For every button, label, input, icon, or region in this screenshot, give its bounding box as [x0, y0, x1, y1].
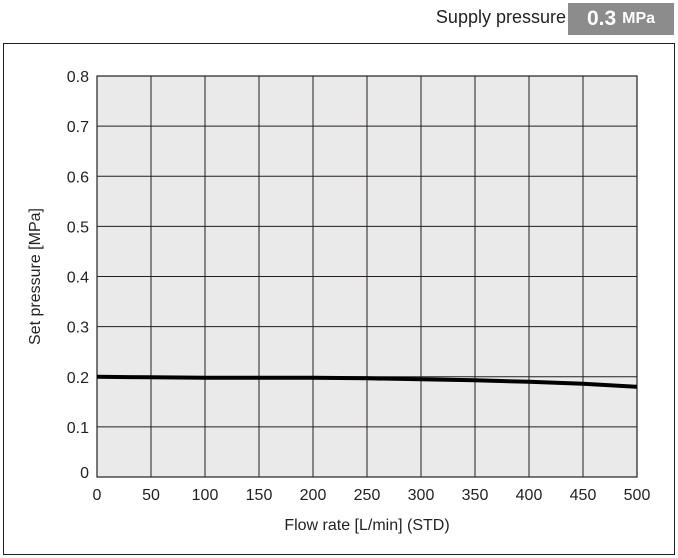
y-tick-label: 0.1: [67, 420, 89, 437]
y-tick-label: 0.6: [67, 169, 89, 186]
plot-border: [96, 75, 638, 478]
y-tick-label: 0.5: [67, 219, 89, 236]
x-tick-labels: 0 50 100 150 200 250 300 350 400 450 500: [93, 487, 651, 504]
x-tick-label: 0: [93, 487, 102, 504]
x-tick-label: 100: [192, 487, 219, 504]
x-tick-label: 50: [142, 487, 160, 504]
y-tick-labels: 0 0.1 0.2 0.3 0.4 0.5 0.6 0.7 0.8: [67, 69, 89, 482]
x-tick-label: 250: [354, 487, 381, 504]
series-line: [96, 374, 638, 389]
supply-pressure-badge: 0.3 MPa: [568, 3, 674, 35]
x-tick-label: 200: [300, 487, 327, 504]
y-tick-label: 0: [80, 465, 89, 482]
supply-pressure-label: Supply pressure: [435, 7, 566, 27]
y-axis-label: Set pressure [MPa]: [27, 208, 44, 345]
x-tick-label: 300: [408, 487, 435, 504]
x-tick-label: 400: [516, 487, 543, 504]
chart-frame: [3, 43, 675, 555]
y-tick-label: 0.2: [67, 370, 89, 387]
chart-header: Supply pressure 0.3 MPa: [0, 0, 678, 36]
x-axis-label: Flow rate [L/min] (STD): [284, 517, 449, 534]
x-tick-label: 350: [462, 487, 489, 504]
supply-pressure-unit: MPa: [622, 10, 656, 27]
y-tick-label: 0.3: [67, 320, 89, 337]
supply-pressure-value: 0.3: [586, 7, 617, 30]
x-tick-label: 450: [570, 487, 597, 504]
x-tick-label: 500: [624, 487, 651, 504]
y-tick-label: 0.7: [67, 119, 89, 136]
x-tick-label: 150: [246, 487, 273, 504]
y-tick-label: 0.8: [67, 69, 89, 86]
y-tick-label: 0.4: [67, 270, 89, 287]
